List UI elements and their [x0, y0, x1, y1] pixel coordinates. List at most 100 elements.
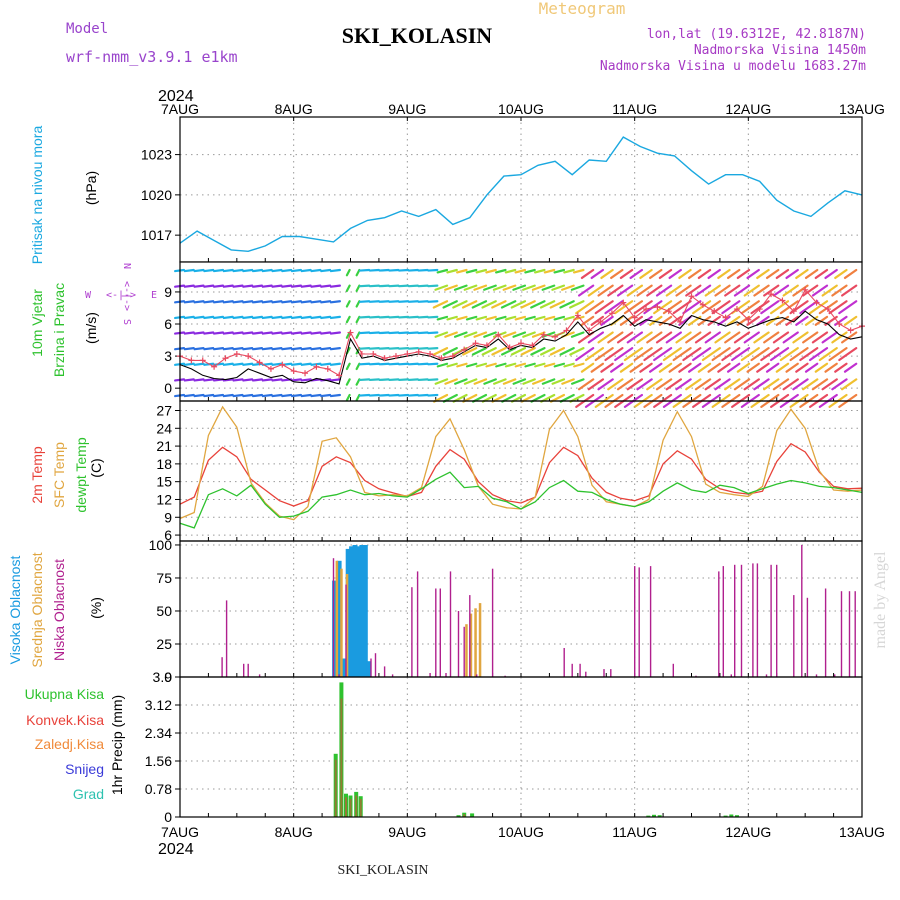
wind-arrow — [444, 331, 458, 338]
total-precip-bar — [646, 815, 651, 817]
wind-arrow — [359, 268, 371, 272]
low-cloud-bar — [463, 626, 465, 677]
wind-arrow — [808, 300, 829, 315]
wind-gust-marker — [461, 346, 468, 353]
wind-arrow — [251, 378, 264, 382]
wind-arrow — [300, 378, 312, 382]
top-day-label: 7AUG — [161, 101, 199, 117]
wind-arrow — [329, 331, 341, 335]
high-cloud-bar — [341, 658, 347, 677]
conv-precip-bar — [355, 795, 358, 817]
wind-arrow — [398, 315, 410, 319]
wind-arrow — [493, 378, 507, 385]
low-cloud-bar — [476, 674, 478, 677]
high-cloud-bar — [352, 545, 358, 677]
wind-gust-marker — [324, 365, 331, 372]
low-cloud-bar — [221, 657, 223, 677]
wind-arrow — [261, 300, 273, 304]
wind-arrow — [300, 315, 312, 320]
wind-arrow — [454, 378, 468, 385]
wind-arrow — [444, 284, 458, 291]
wind-arrow — [514, 362, 527, 368]
wind-arrow — [427, 347, 439, 350]
wind-arrow — [417, 378, 429, 382]
wind-arrow — [522, 331, 536, 338]
wind-arrow — [485, 315, 497, 321]
wind-arrow — [590, 268, 605, 280]
y-tick-label: 1.56 — [145, 753, 172, 769]
wind-arrow — [639, 315, 653, 326]
wind-gust-marker — [586, 327, 593, 334]
y-tick-label: 3 — [164, 348, 172, 364]
wind-arrow — [359, 347, 371, 350]
wind-arrow — [731, 347, 751, 362]
wind-arrow — [692, 347, 712, 362]
wind-arrow — [434, 378, 449, 385]
wind-legend-east: E — [151, 290, 157, 301]
wind-arrow — [626, 378, 644, 391]
wind-arrow — [329, 362, 341, 366]
wind-arrow — [711, 347, 731, 362]
bottom-day-label: 7AUG — [161, 824, 199, 840]
wind-arrow — [183, 378, 195, 382]
wind-arrow — [388, 268, 400, 272]
wind-arrow — [726, 268, 741, 280]
wind-arrow — [378, 347, 390, 350]
wind-arrow — [636, 378, 653, 391]
top-day-label: 10AUG — [498, 101, 544, 117]
wind-arrow — [600, 362, 614, 373]
wind-gust-marker — [506, 344, 513, 351]
y-tick-label: 9 — [164, 284, 172, 300]
wind-arrow — [398, 378, 410, 382]
wind-arrow — [232, 362, 244, 366]
wind-arrow — [678, 268, 692, 280]
wind-arrow — [453, 331, 468, 338]
wind-arrow — [726, 315, 741, 326]
low-cloud-bar — [563, 648, 565, 677]
wind-arrow — [355, 393, 361, 402]
wind-arrow — [775, 268, 790, 280]
wind-arrow — [388, 393, 400, 397]
wind-arrow — [345, 378, 351, 386]
wind-arrow — [694, 331, 712, 344]
wind-arrow — [682, 300, 702, 315]
wind-arrow — [736, 362, 751, 373]
wind-arrow — [811, 284, 829, 297]
wind-arrow — [765, 362, 780, 373]
low-cloud-bar — [695, 675, 697, 677]
wind-arrow — [828, 347, 848, 362]
wind-arrow — [692, 300, 712, 315]
wind-arrow — [183, 393, 195, 398]
wind-gust-marker — [336, 372, 343, 379]
mid-cloud-bar — [340, 568, 343, 677]
mid-cloud-bar — [478, 603, 482, 677]
wind-arrow — [626, 284, 644, 297]
wind-legend-north: N — [121, 263, 132, 269]
wind-gust-marker — [415, 348, 422, 355]
wind-arrow — [300, 284, 312, 288]
bottom-day-label: 9AUG — [388, 824, 426, 840]
wind-arrow — [655, 378, 673, 391]
wind-arrow — [242, 362, 254, 366]
wind-arrow — [514, 268, 527, 274]
wind-arrow — [561, 284, 575, 291]
low-cloud-bar — [718, 571, 720, 677]
wind-arrow — [540, 347, 556, 356]
wind-arrow — [541, 284, 556, 291]
wind-arrow — [685, 378, 702, 391]
wind-arrow — [590, 315, 605, 326]
wind-arrow — [668, 268, 682, 280]
y-tick-label: 50 — [156, 603, 172, 619]
wind-arrow — [658, 362, 673, 373]
wind-arrow — [534, 315, 546, 321]
footer-station: SKI_KOLASIN — [338, 863, 429, 878]
wind-arrow — [213, 393, 225, 398]
total-precip-bar — [470, 813, 475, 817]
total-precip-bar — [652, 814, 656, 817]
wind-gust-marker — [347, 329, 354, 336]
wind-arrow — [261, 331, 273, 335]
wind-arrow — [701, 347, 721, 362]
wind-arrow — [772, 284, 790, 297]
wind-arrow — [769, 347, 790, 362]
wind-arrow — [763, 331, 780, 344]
